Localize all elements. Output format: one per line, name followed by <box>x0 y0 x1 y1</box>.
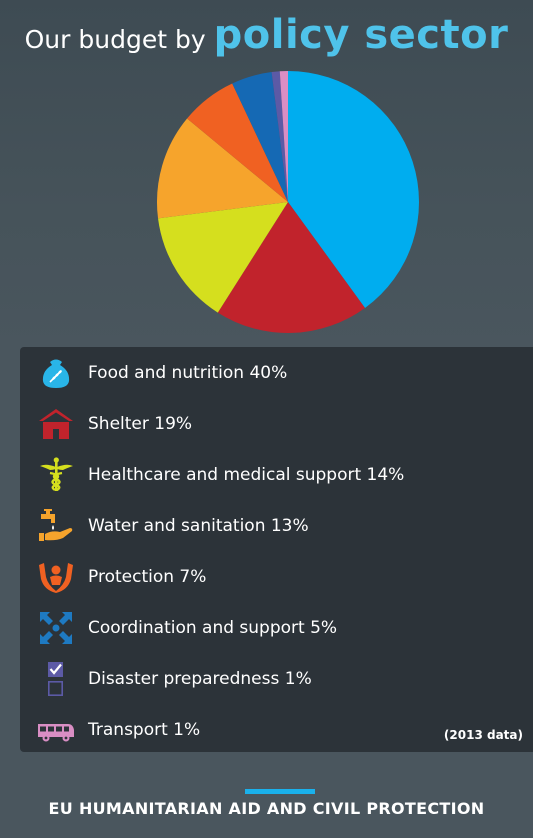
title-highlight: policy sector <box>213 12 509 58</box>
food-sack-icon <box>36 353 76 393</box>
pie-slice-protection <box>187 83 288 202</box>
pie-slice-disaster-preparedness <box>271 71 288 202</box>
legend-item-water: Water and sanitation 13% <box>36 506 506 546</box>
legend-panel: Food and nutrition 40% Shelter 19% Healt… <box>20 347 533 752</box>
pie-slice-food-and-nutrition <box>288 71 419 308</box>
data-year-note: (2013 data) <box>443 728 523 742</box>
legend-label: Healthcare and medical support 14% <box>88 465 405 485</box>
legend-item-shelter: Shelter 19% <box>36 404 506 444</box>
pie-slice-water-and-sanitation <box>156 118 288 219</box>
page-title: Our budget by policy sector <box>0 12 533 58</box>
legend-item-protection: Protection 7% <box>36 557 506 597</box>
water-tap-icon <box>36 506 76 546</box>
coordination-arrows-icon <box>36 608 76 648</box>
bus-icon <box>36 710 76 750</box>
legend-item-food: Food and nutrition 40% <box>36 353 506 393</box>
shelter-house-icon <box>36 404 76 444</box>
pie-slice-coordination-and-support <box>232 72 288 202</box>
legend-item-disaster: Disaster preparedness 1% <box>36 659 506 699</box>
legend-label: Disaster preparedness 1% <box>88 669 312 689</box>
legend-label: Coordination and support 5% <box>88 618 338 638</box>
pie-slice-healthcare-and-medical-support <box>158 202 288 313</box>
checklist-icon <box>36 659 76 699</box>
legend-label: Food and nutrition 40% <box>88 363 288 383</box>
pie-slice-transport <box>279 71 288 202</box>
legend-item-healthcare: Healthcare and medical support 14% <box>36 455 506 495</box>
pie-slice-shelter <box>217 202 365 333</box>
legend-label: Transport 1% <box>88 720 201 740</box>
footer-title: EU HUMANITARIAN AID AND CIVIL PROTECTION <box>48 799 485 818</box>
legend-label: Protection 7% <box>88 567 207 587</box>
legend-label: Water and sanitation 13% <box>88 516 309 536</box>
legend-label: Shelter 19% <box>88 414 193 434</box>
caduceus-icon <box>36 455 76 495</box>
pie-chart <box>156 71 419 333</box>
title-prefix: Our budget by <box>24 25 206 54</box>
protection-hands-icon <box>36 557 76 597</box>
legend-item-coordination: Coordination and support 5% <box>36 608 506 648</box>
accent-line <box>245 789 315 794</box>
legend-item-transport: Transport 1% <box>36 710 506 750</box>
